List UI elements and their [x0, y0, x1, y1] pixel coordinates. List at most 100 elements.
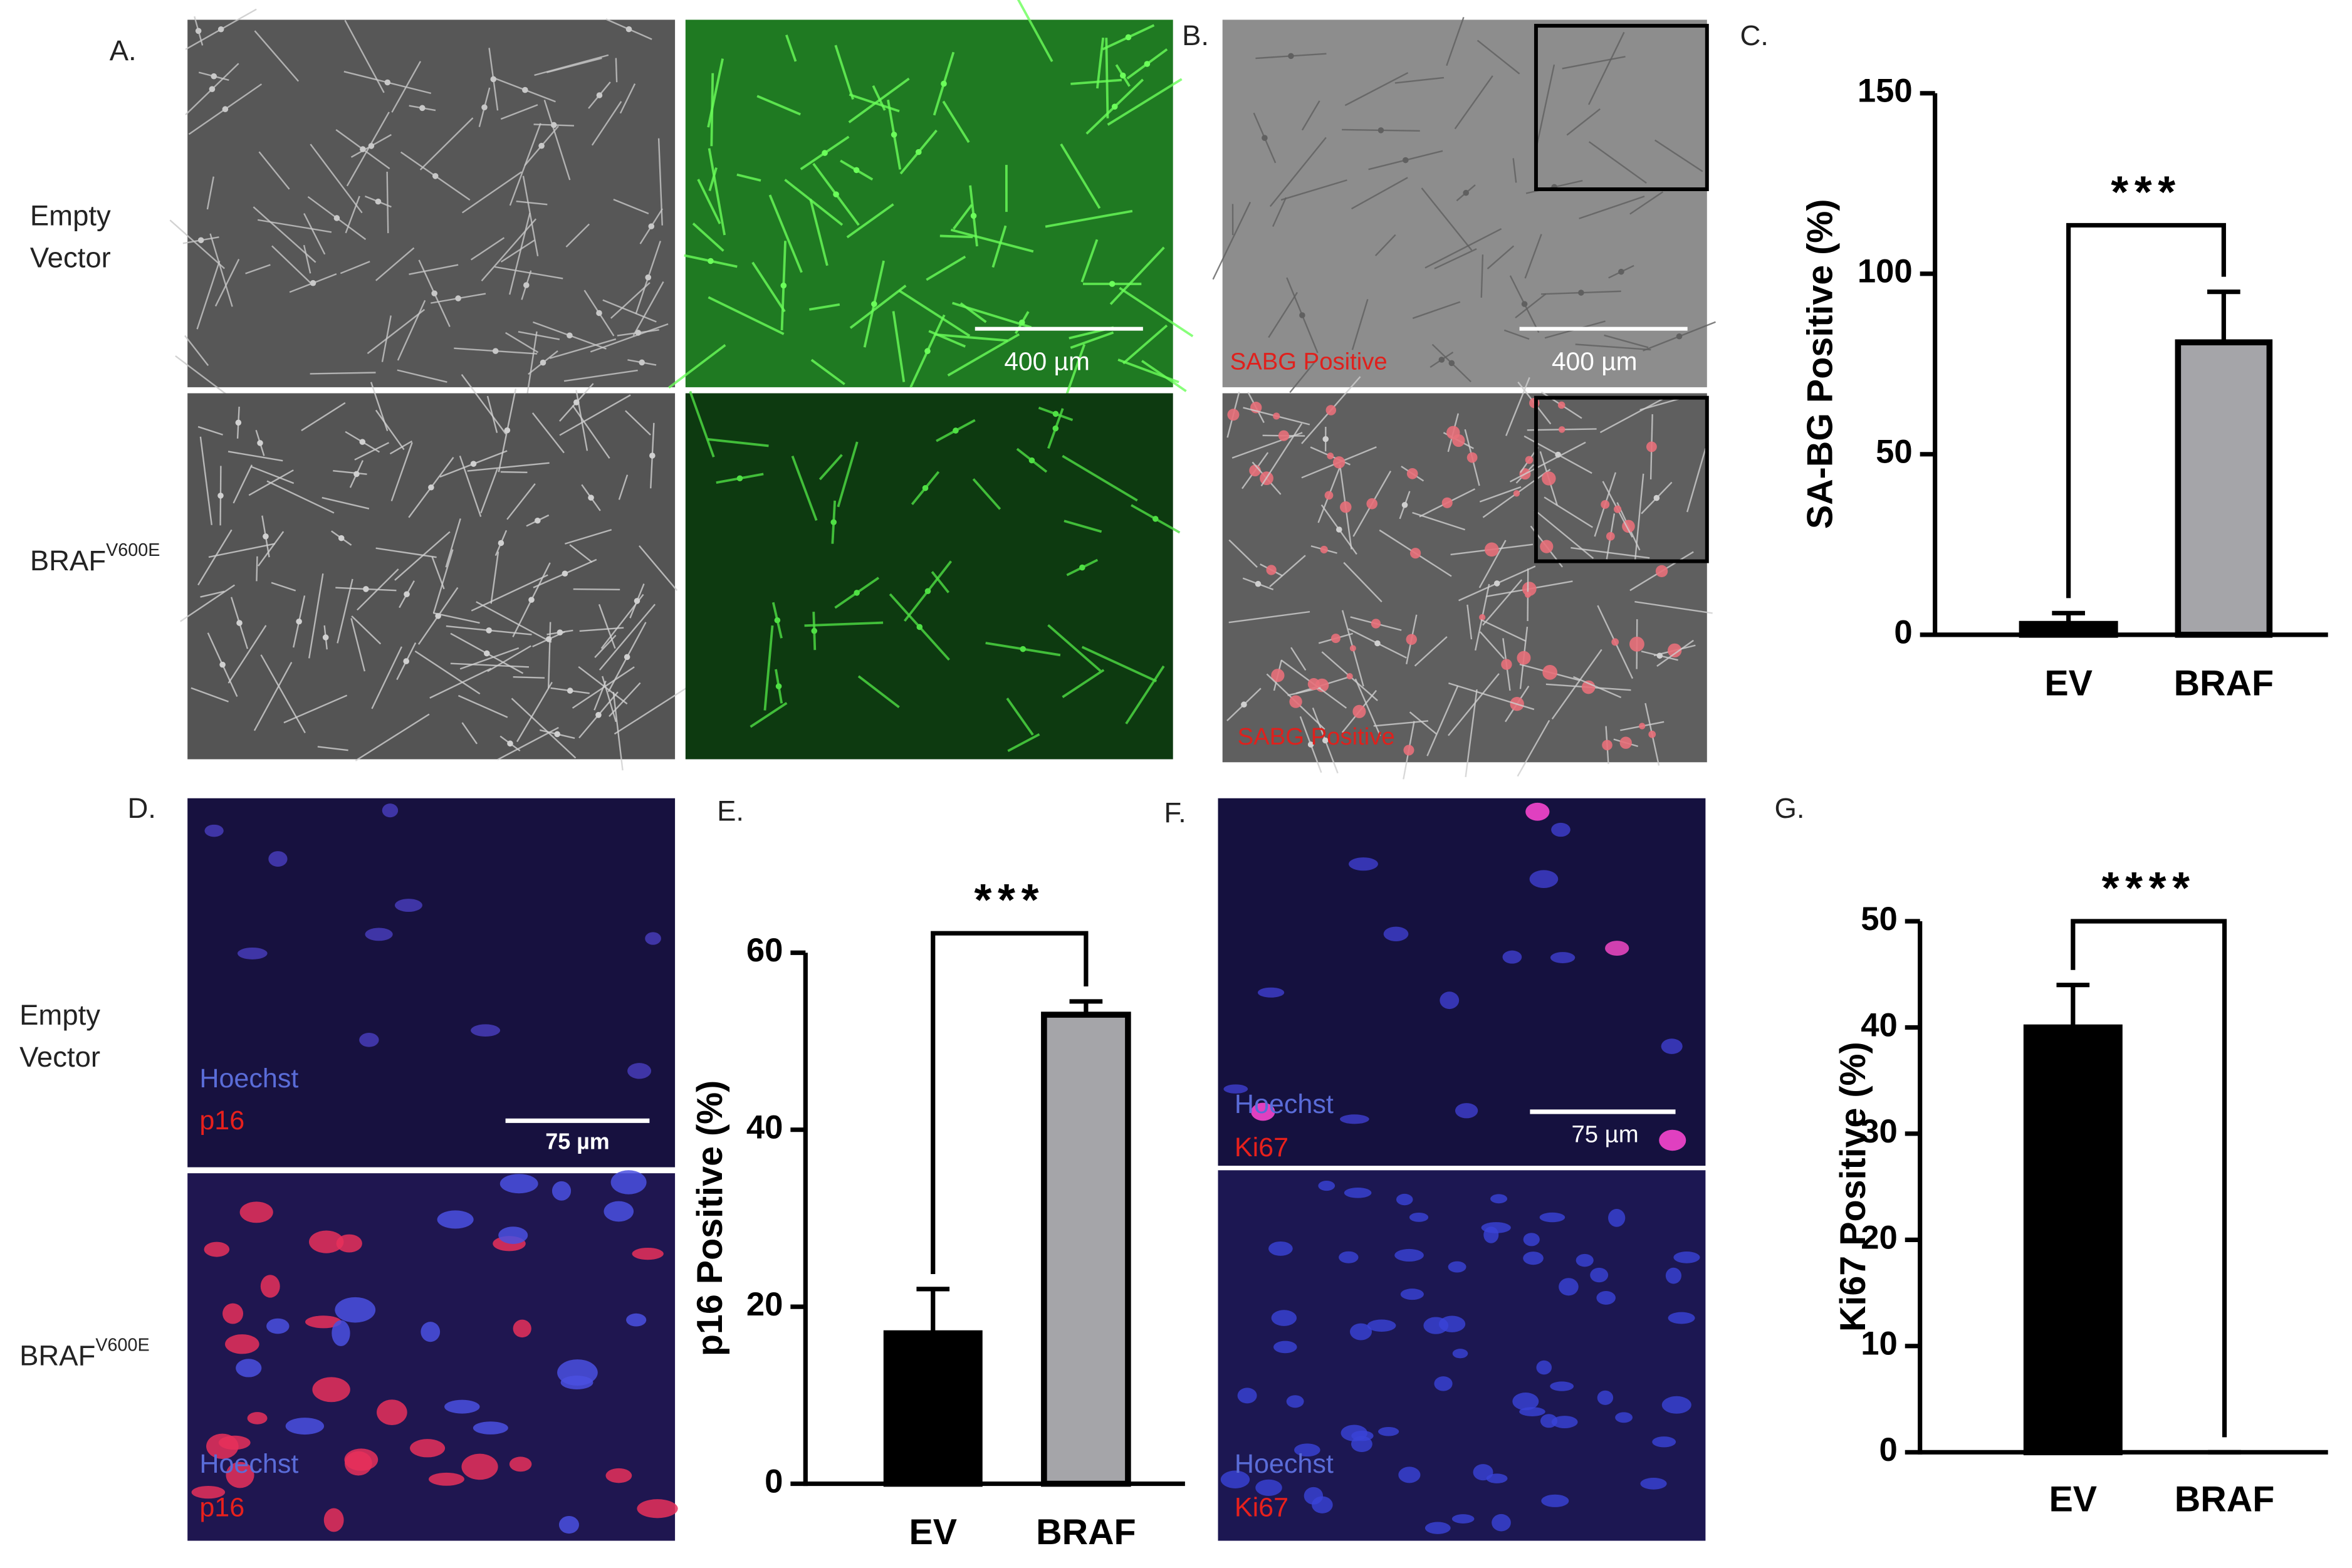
cell	[486, 395, 498, 433]
cell	[1426, 685, 1459, 756]
cell	[1007, 733, 1040, 753]
cell	[235, 419, 242, 426]
cell	[1294, 1443, 1320, 1457]
cell	[271, 245, 312, 285]
bar	[1041, 1011, 1131, 1487]
cell	[615, 58, 618, 83]
panel-label: D.	[127, 792, 155, 824]
y-tick-label: 50	[1861, 901, 1898, 938]
cell	[476, 601, 552, 643]
cell	[600, 593, 644, 649]
cell	[335, 1297, 376, 1323]
cell	[538, 142, 545, 149]
micrograph	[685, 393, 1173, 760]
cell	[1576, 1253, 1594, 1267]
cell	[253, 662, 293, 731]
cell	[219, 661, 226, 668]
cell	[926, 255, 966, 281]
cell	[500, 471, 528, 474]
cell	[409, 264, 459, 275]
cell	[1448, 360, 1455, 367]
cell	[605, 1468, 632, 1483]
y-tick-label: 150	[1858, 73, 1913, 110]
cell	[271, 582, 296, 592]
cell	[1344, 1187, 1372, 1198]
cell	[200, 590, 225, 598]
cell	[565, 529, 612, 545]
cell	[459, 455, 482, 517]
scale-bar-label: 400 µm	[1004, 347, 1089, 375]
cell	[598, 604, 616, 649]
cell	[1639, 723, 1646, 729]
cell	[924, 588, 931, 595]
cell	[1477, 39, 1520, 75]
cell	[480, 468, 498, 514]
cell	[573, 399, 580, 405]
cell	[1438, 1315, 1466, 1332]
cell	[595, 712, 602, 718]
cell	[350, 618, 366, 672]
cell	[432, 549, 454, 614]
cell	[432, 173, 439, 179]
y-axis-label: Ki67 Positive (%)	[1833, 1042, 1873, 1332]
cell	[763, 625, 774, 711]
cell	[953, 427, 959, 434]
cell	[846, 203, 894, 239]
stain-label: Hoechst	[1235, 1089, 1334, 1119]
y-tick-label: 0	[1879, 1431, 1897, 1468]
cell	[1536, 64, 1555, 145]
cell	[708, 258, 714, 264]
cell	[1629, 191, 1664, 215]
cell	[513, 1319, 531, 1338]
micrographs	[169, 0, 1716, 1541]
cell	[1562, 56, 1626, 70]
cell	[619, 83, 636, 114]
cell	[429, 667, 492, 699]
cell	[487, 645, 531, 672]
cell	[602, 299, 657, 323]
cell	[1394, 1248, 1424, 1262]
cell	[810, 358, 845, 385]
cell	[437, 1210, 474, 1229]
cell	[809, 199, 828, 266]
cell	[429, 1472, 464, 1486]
cell	[1614, 505, 1622, 513]
y-tick-label: 30	[1861, 1113, 1898, 1150]
cell	[632, 1247, 664, 1260]
cell	[1109, 246, 1165, 305]
cell	[195, 28, 202, 34]
cell	[217, 493, 224, 499]
cell	[1578, 290, 1584, 296]
cell	[504, 427, 511, 434]
cell	[296, 618, 302, 625]
cell	[1434, 1376, 1453, 1391]
cell	[254, 30, 300, 82]
cell	[1648, 730, 1656, 738]
cell	[214, 259, 240, 307]
cell	[1351, 177, 1408, 210]
cell	[509, 123, 541, 206]
cell	[1367, 1319, 1396, 1332]
cell	[635, 330, 642, 336]
y-tick-label: 20	[746, 1286, 783, 1323]
cell	[1673, 1251, 1700, 1263]
cell	[1480, 254, 1484, 298]
cell	[359, 439, 366, 445]
cell	[351, 615, 382, 645]
cell	[1006, 698, 1034, 736]
cell	[397, 369, 447, 383]
stain-label: Ki67	[1235, 1132, 1288, 1163]
cell	[285, 1418, 325, 1435]
cell	[834, 44, 854, 100]
significance-label: ***	[2111, 167, 2182, 217]
cell	[1125, 34, 1132, 41]
cell	[1350, 1323, 1372, 1341]
cell	[208, 543, 276, 558]
cell	[1524, 234, 1542, 279]
cell	[849, 285, 907, 329]
cell	[516, 681, 553, 743]
cell	[310, 280, 316, 286]
cell	[1529, 870, 1559, 888]
cell	[1409, 711, 1437, 735]
cell	[1517, 719, 1550, 777]
